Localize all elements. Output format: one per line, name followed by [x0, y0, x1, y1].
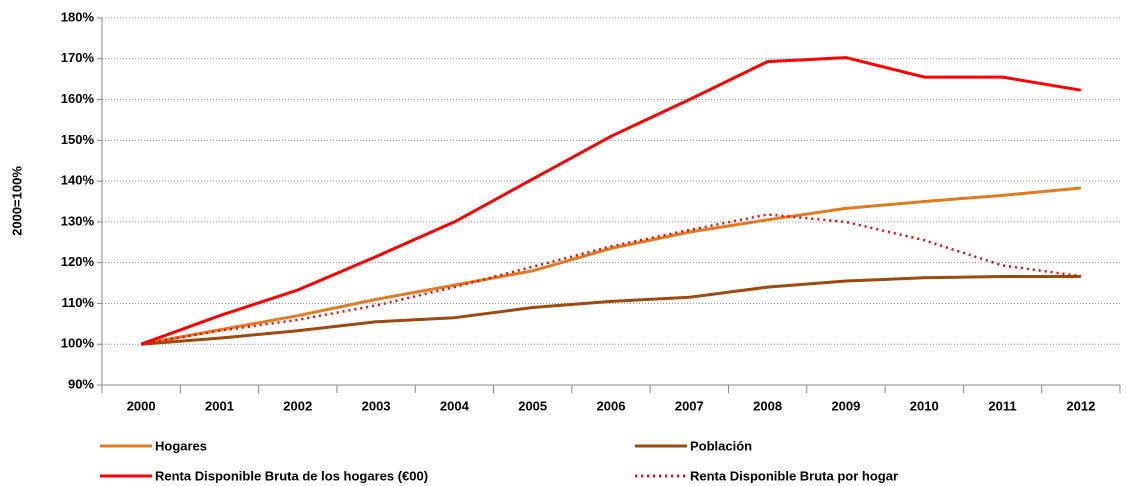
x-tick-label: 2000 [127, 398, 156, 413]
legend-label: Renta Disponible Bruta de los hogares (€… [155, 468, 428, 483]
x-tick-label: 2007 [675, 398, 704, 413]
x-tick-label: 2010 [910, 398, 939, 413]
y-tick-label: 150% [61, 132, 95, 147]
x-tick-label: 2002 [283, 398, 312, 413]
legend-label: Renta Disponible Bruta por hogar [690, 468, 898, 483]
y-tick-label: 120% [61, 254, 95, 269]
y-tick-label: 140% [61, 173, 95, 188]
series-line [140, 56, 1082, 346]
x-tick-label: 2012 [1066, 398, 1095, 413]
x-tick-label: 2008 [753, 398, 782, 413]
series-line [141, 275, 1081, 346]
legend-label: Hogares [155, 438, 207, 453]
y-axis-label: 2000=100% [9, 166, 24, 236]
x-tick-label: 2001 [205, 398, 234, 413]
y-tick-label: 90% [68, 376, 94, 391]
x-tick-label: 2009 [831, 398, 860, 413]
x-tick-label: 2005 [518, 398, 547, 413]
x-tick-label: 2011 [988, 398, 1016, 413]
x-tick-label: 2006 [597, 398, 626, 413]
series-line [140, 186, 1081, 346]
y-tick-label: 100% [61, 336, 95, 351]
y-tick-label: 130% [61, 213, 95, 228]
x-tick-label: 2003 [362, 398, 391, 413]
y-tick-label: 160% [61, 91, 95, 106]
legend-label: Población [690, 438, 752, 453]
y-tick-label: 170% [61, 50, 95, 65]
x-tick-label: 2004 [440, 398, 470, 413]
y-tick-label: 110% [61, 295, 94, 310]
series-line [140, 213, 1081, 346]
y-tick-label: 180% [61, 9, 95, 24]
